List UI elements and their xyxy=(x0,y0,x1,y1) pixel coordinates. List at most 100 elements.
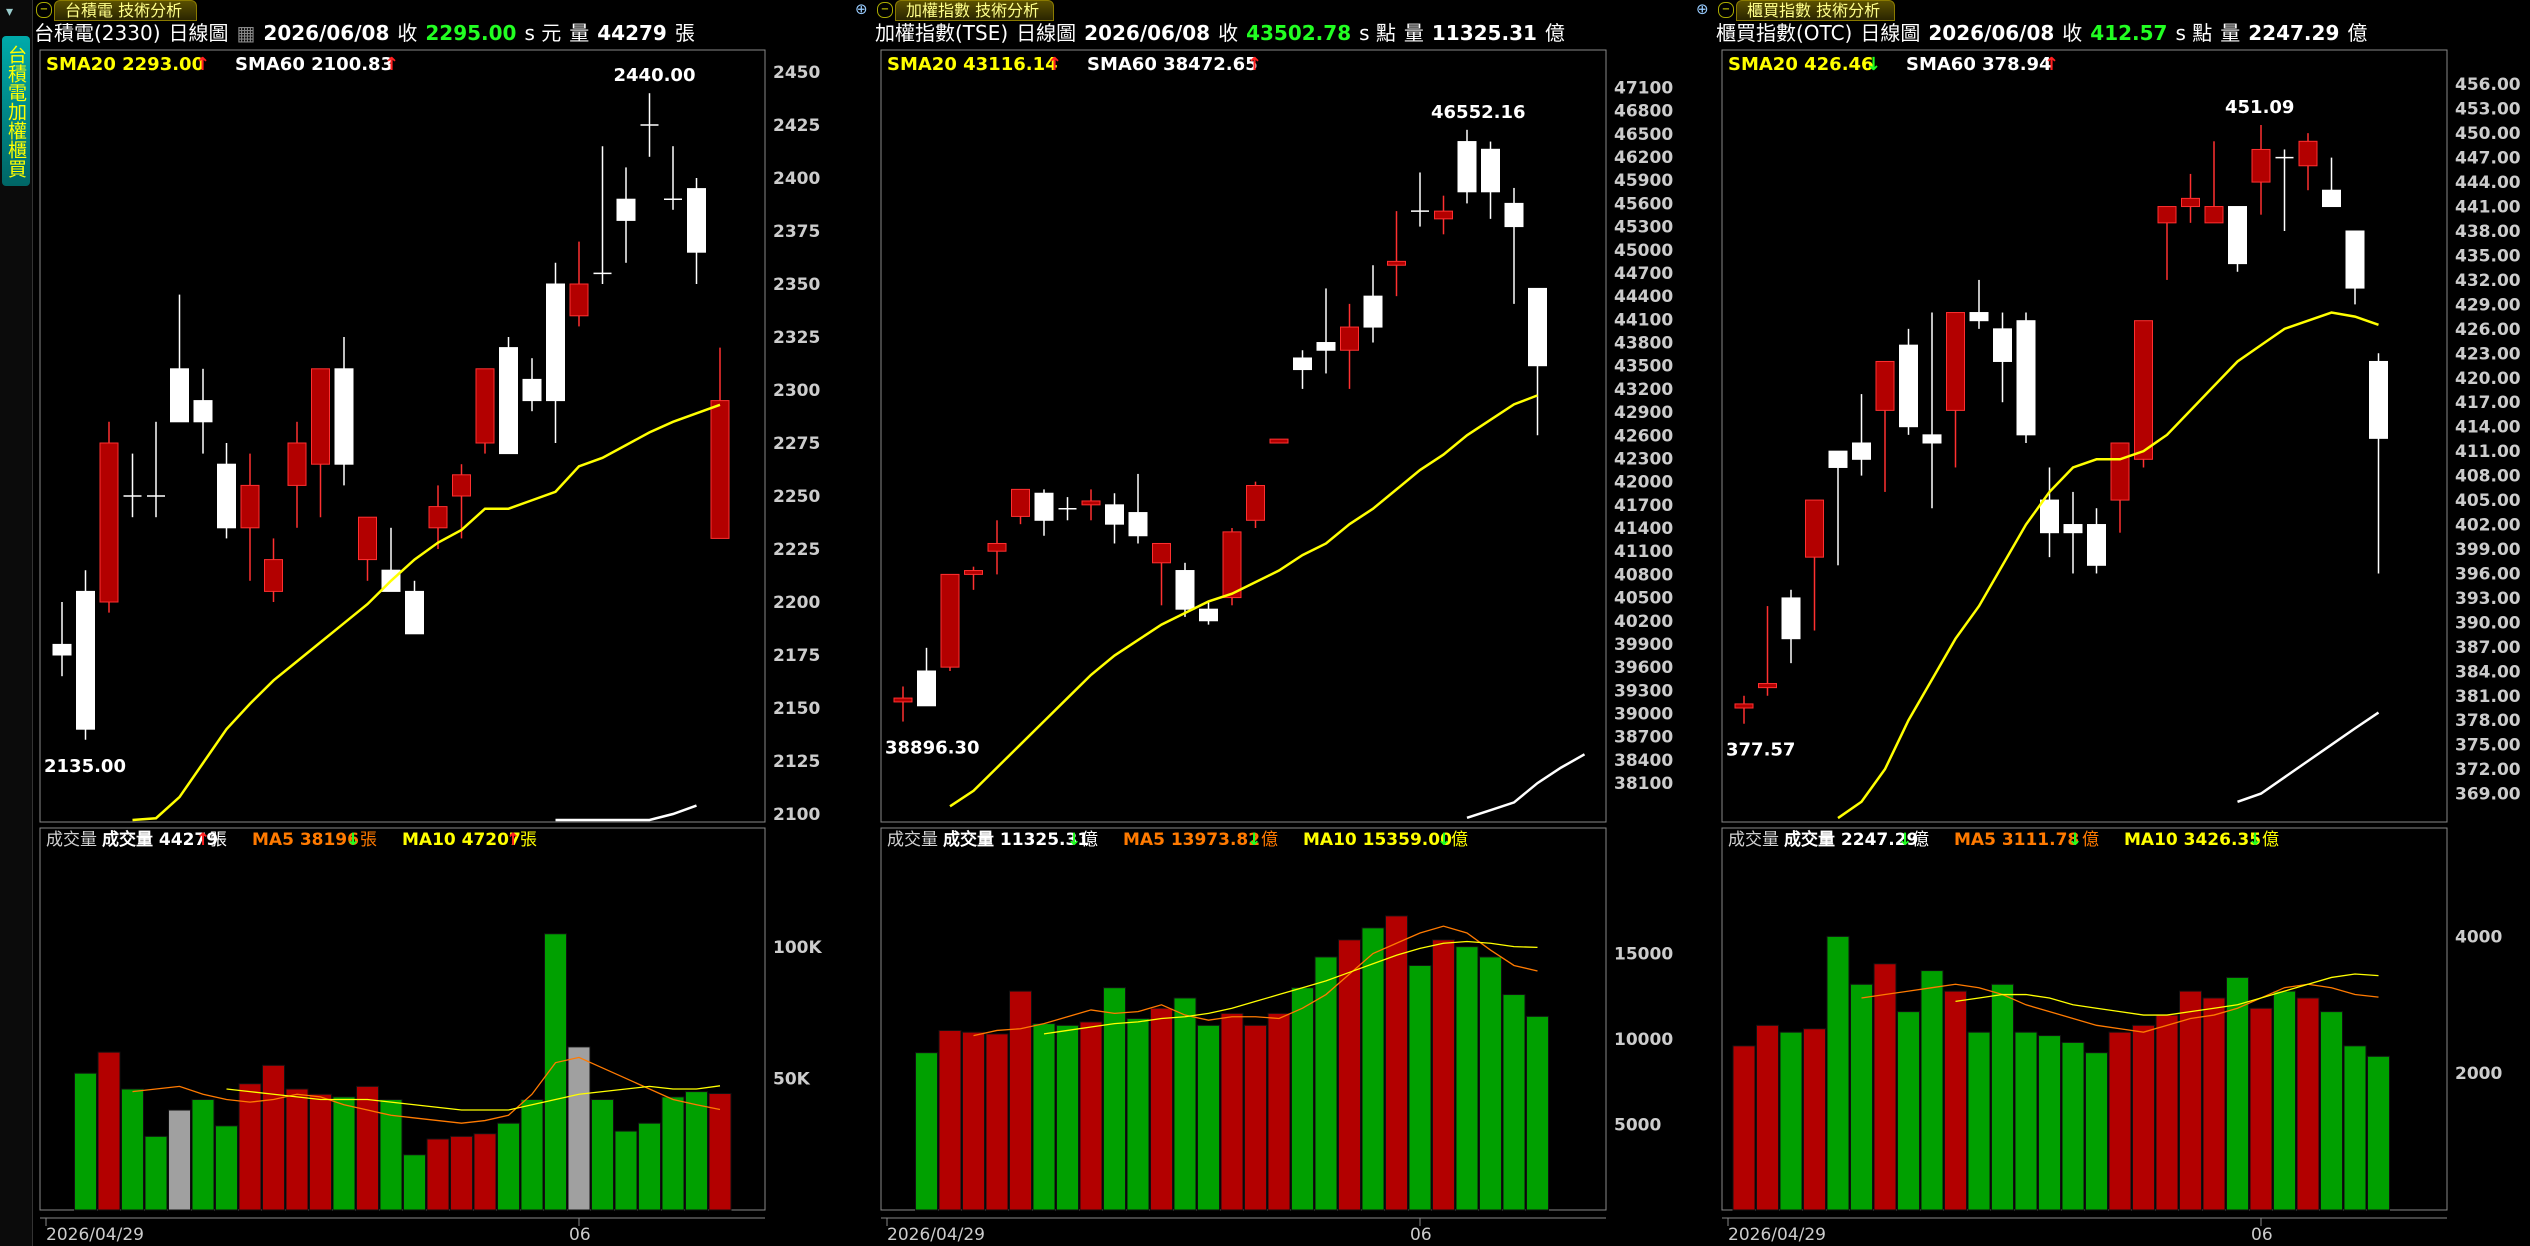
volume-unit: 張 xyxy=(674,21,695,45)
candle xyxy=(2369,353,2388,574)
volume-bar xyxy=(1850,983,1873,1211)
volume-bar xyxy=(2249,1007,2273,1211)
price-frame xyxy=(39,49,766,823)
candle-body xyxy=(1504,202,1524,228)
menu-circle-icon[interactable]: − xyxy=(877,2,893,18)
candle xyxy=(147,421,165,518)
zoom-icon[interactable]: ⊕ xyxy=(855,0,868,18)
candle xyxy=(1734,695,1754,724)
price-tick-label: 45600 xyxy=(1614,194,1673,214)
volume-tick-label: 100K xyxy=(773,938,822,958)
tab-technical-analysis[interactable]: 加權指數 技術分析 xyxy=(895,0,1055,21)
volume-legend-unit: 億 xyxy=(1451,830,1468,850)
volume-bar xyxy=(1526,1015,1549,1211)
volume-tick-label: 10000 xyxy=(1614,1030,1673,1050)
candle-body xyxy=(217,463,236,529)
price-frame xyxy=(880,49,1607,823)
candle-body xyxy=(1011,488,1030,517)
volume-legend-label: MA10 3426.35 xyxy=(2124,830,2261,850)
volume-bar xyxy=(1779,1031,1803,1211)
collapse-arrow-icon[interactable]: ▾ xyxy=(6,4,14,20)
candle-body xyxy=(287,442,307,486)
price-tick-label: 456.00 xyxy=(2455,75,2521,95)
volume-legend-label: 成交量 xyxy=(46,830,97,850)
sma20-line xyxy=(132,403,721,822)
volume-bar xyxy=(1479,956,1502,1211)
info-bar: 台積電(2330) 日線圖 ▦ 2026/06/08 收 2295.00 s 元量 44279… xyxy=(34,20,703,46)
volume-bar xyxy=(403,1154,426,1211)
price-tick-label: 2300 xyxy=(773,381,820,401)
price-tick-label: 429.00 xyxy=(2455,295,2521,315)
symbol-name: 加權指數(TSE) xyxy=(875,21,1009,45)
volume-legend-label: MA5 38196 xyxy=(252,830,359,850)
candle xyxy=(1058,497,1077,521)
candle xyxy=(2322,157,2341,208)
volume-bar xyxy=(379,1099,403,1211)
tab-bar: − 台積電 技術分析 xyxy=(34,0,854,21)
volume-legend-label: 成交量 xyxy=(887,830,938,850)
candle xyxy=(1105,493,1124,544)
price-tick-label: 2175 xyxy=(773,646,820,666)
candle-body xyxy=(1340,326,1359,351)
price-tick-label: 408.00 xyxy=(2455,467,2521,487)
volume-bar xyxy=(1967,1031,1991,1211)
candle xyxy=(664,146,682,210)
candle xyxy=(1175,562,1195,617)
price-tick-label: 2200 xyxy=(773,593,820,613)
volume-bar xyxy=(1103,987,1126,1211)
candle-body xyxy=(1222,531,1242,599)
menu-circle-icon[interactable]: − xyxy=(1718,2,1734,18)
price-tick-label: 405.00 xyxy=(2455,491,2521,511)
volume-bar xyxy=(1150,1007,1173,1211)
chart-panel: − 台積電 技術分析 台積電(2330) 日線圖 ▦ 2026/06/08 收 2295.00… xyxy=(34,0,854,1246)
volume-tick-label: 5000 xyxy=(1614,1116,1661,1136)
min-price-label: 377.57 xyxy=(1726,740,1795,761)
volume-bar xyxy=(685,1091,708,1211)
price-tick-label: 2250 xyxy=(773,487,820,507)
candle-body xyxy=(1246,485,1265,521)
price-tick-label: 435.00 xyxy=(2455,246,2521,266)
candle xyxy=(2251,125,2271,215)
menu-circle-icon[interactable]: − xyxy=(36,2,52,18)
max-price-label: 451.09 xyxy=(2225,97,2294,118)
candle-body xyxy=(2157,206,2177,224)
price-tick-label: 40500 xyxy=(1614,589,1673,609)
close-label: 收 xyxy=(397,21,418,45)
volume-legend-unit: 張 xyxy=(360,830,377,850)
volume-unit: 億 xyxy=(2347,21,2368,45)
ma-legend-label: SMA20 2293.00 xyxy=(46,54,204,75)
tab-technical-analysis[interactable]: 櫃買指數 技術分析 xyxy=(1736,0,1896,21)
candle xyxy=(1946,312,1965,468)
ma-legend-label: SMA20 426.46 xyxy=(1728,54,1874,75)
tab-technical-analysis[interactable]: 台積電 技術分析 xyxy=(54,0,198,21)
vertical-tab[interactable]: 台積電加權櫃買 xyxy=(2,36,30,186)
volume-legend-unit: 億 xyxy=(2082,830,2099,850)
price-tick-label: 45000 xyxy=(1614,241,1673,261)
candle xyxy=(1411,172,1429,227)
volume-bar xyxy=(567,1046,591,1211)
candle-body xyxy=(1128,512,1148,537)
candle xyxy=(193,368,213,454)
candle-body xyxy=(1875,360,1895,411)
ma-legend-arrow-icon: ↑ xyxy=(384,54,399,75)
volume-legend-label: 成交量 44279 xyxy=(102,829,218,850)
volume-bar xyxy=(215,1125,238,1211)
max-price-label: 2440.00 xyxy=(614,65,696,86)
candle xyxy=(1504,187,1524,304)
price-tick-label: 45300 xyxy=(1614,218,1673,238)
price-tick-label: 45900 xyxy=(1614,171,1673,191)
close-value: 43502.78 xyxy=(1246,21,1352,45)
volume-bar xyxy=(2320,1011,2343,1211)
volume-bar xyxy=(426,1138,450,1211)
volume-legend-arrow-icon: ↓ xyxy=(1437,830,1451,850)
zoom-icon[interactable]: ⊕ xyxy=(1696,0,1709,18)
price-tick-label: 41400 xyxy=(1614,519,1673,539)
candle-body xyxy=(264,559,283,592)
sma20-line xyxy=(949,394,1538,808)
candle xyxy=(52,602,72,677)
candle-body xyxy=(170,368,189,423)
volume-ma10-line xyxy=(226,1085,721,1111)
volume-tick-label: 15000 xyxy=(1614,945,1673,965)
volume-bar xyxy=(1173,997,1197,1211)
close-value: 2295.00 xyxy=(425,21,517,45)
